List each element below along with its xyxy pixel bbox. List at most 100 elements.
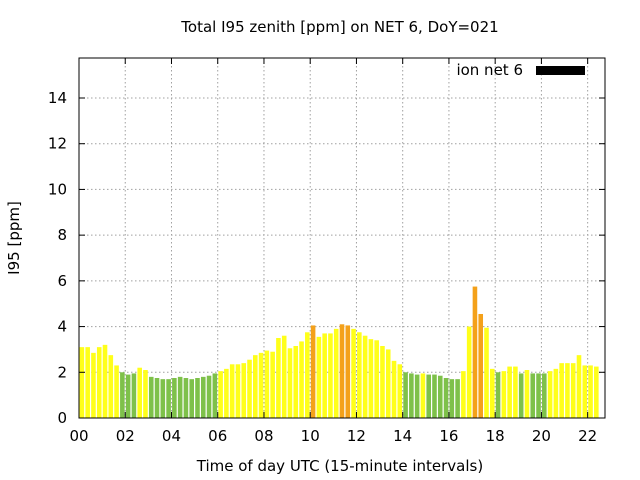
- bar: [137, 367, 142, 418]
- bar: [154, 378, 160, 418]
- bar: [409, 373, 414, 418]
- bar: [218, 371, 223, 418]
- bar: [85, 347, 90, 418]
- bar: [588, 365, 593, 418]
- y-tick-labels: 0 2 4 6 8 10 12 14: [48, 89, 67, 427]
- x-axis-label: Time of day UTC (15-minute intervals): [196, 457, 483, 475]
- x-tick-label: 16: [439, 427, 458, 445]
- bar: [437, 375, 443, 418]
- x-tick-label: 08: [254, 427, 273, 445]
- bar: [478, 314, 484, 418]
- bar: [495, 372, 501, 418]
- bar: [536, 373, 541, 418]
- bar: [345, 325, 351, 418]
- bar: [403, 372, 408, 418]
- x-tick-label: 14: [393, 427, 412, 445]
- bar: [489, 368, 495, 418]
- bar: [79, 347, 85, 418]
- bar: [96, 347, 102, 418]
- legend-label: ion net 6: [456, 61, 523, 79]
- bar: [305, 332, 310, 418]
- bar: [368, 339, 374, 418]
- bar: [380, 346, 385, 418]
- bar: [200, 376, 206, 418]
- bar: [397, 364, 403, 418]
- axis-ticks: [78, 58, 605, 419]
- x-tick-label: 06: [208, 427, 227, 445]
- x-tick-label: 18: [486, 427, 505, 445]
- bar: [472, 286, 478, 418]
- bar: [501, 371, 507, 418]
- bar: [229, 364, 235, 418]
- bars: [79, 286, 599, 418]
- x-tick-labels: 00 02 04 06 08 10 12 14 16 18 20 22: [69, 427, 597, 445]
- plot-frame: [78, 57, 606, 419]
- bar: [374, 340, 379, 418]
- grid-lines: [79, 58, 605, 418]
- x-tick-label: 20: [532, 427, 551, 445]
- bar: [466, 326, 472, 418]
- bar: [333, 328, 339, 418]
- bar: [461, 371, 466, 418]
- bar: [432, 374, 437, 418]
- bar: [507, 366, 512, 418]
- bar: [189, 379, 195, 418]
- x-tick-label: 10: [301, 427, 320, 445]
- x-tick-label: 12: [347, 427, 366, 445]
- bar: [362, 335, 368, 418]
- y-axis-label: I95 [ppm]: [5, 201, 23, 275]
- bar: [241, 363, 247, 418]
- bar: [414, 374, 420, 418]
- bar: [102, 344, 108, 418]
- bar: [316, 336, 322, 418]
- bar: [547, 371, 553, 418]
- bar: [299, 341, 304, 418]
- y-tick-label: 14: [48, 89, 67, 107]
- bar: [166, 379, 171, 418]
- bar: [310, 325, 316, 418]
- bar: [559, 363, 564, 418]
- bar: [224, 368, 229, 418]
- bar: [443, 378, 449, 418]
- bar: [524, 370, 530, 418]
- bar: [264, 350, 270, 418]
- bar: [253, 355, 258, 418]
- bar: [449, 379, 455, 418]
- bar: [160, 379, 166, 418]
- bar: [542, 373, 547, 418]
- bar: [206, 375, 212, 418]
- chart-title: Total I95 zenith [ppm] on NET 6, DoY=021: [180, 18, 498, 36]
- bar: [582, 365, 588, 418]
- x-tick-label: 22: [578, 427, 597, 445]
- bar: [570, 363, 576, 418]
- bar: [391, 360, 397, 418]
- bar: [594, 366, 599, 418]
- bar: [426, 374, 431, 418]
- bar: [322, 333, 327, 418]
- bar: [177, 376, 183, 418]
- bar: [125, 374, 131, 418]
- legend: ion net 6: [456, 61, 585, 79]
- bar: [258, 352, 264, 418]
- bar: [530, 373, 536, 418]
- bar: [576, 355, 582, 418]
- y-tick-label: 4: [57, 318, 67, 336]
- bar: [293, 346, 299, 418]
- bar: [183, 378, 189, 418]
- y-tick-label: 2: [57, 363, 67, 381]
- x-tick-label: 02: [116, 427, 135, 445]
- y-tick-label: 0: [57, 409, 67, 427]
- bar: [91, 352, 96, 418]
- y-tick-label: 12: [48, 135, 67, 153]
- bar: [553, 368, 559, 418]
- bar: [172, 378, 177, 418]
- x-tick-label: 04: [162, 427, 181, 445]
- bar: [287, 348, 293, 418]
- bar: [195, 378, 200, 418]
- bar: [148, 376, 154, 418]
- bar: [420, 373, 426, 418]
- x-tick-label: 00: [69, 427, 88, 445]
- y-tick-label: 8: [57, 226, 67, 244]
- bar: [455, 379, 460, 418]
